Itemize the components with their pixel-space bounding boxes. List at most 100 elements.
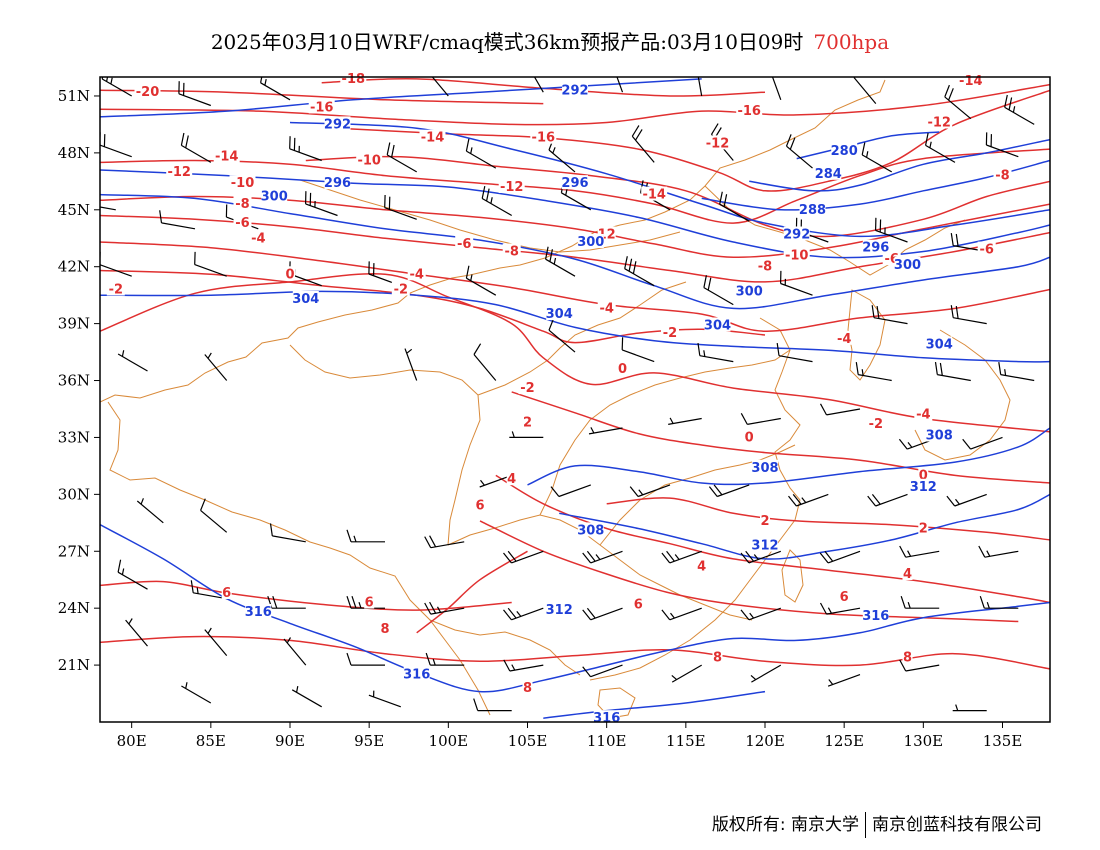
wind-barb <box>621 337 655 363</box>
wind-barb <box>671 664 702 683</box>
map-axes: 80E 85E 90E 95E 100E 105E 110E 115E 120E 125E 130E… <box>58 87 1023 750</box>
height-contour-316-11 <box>543 690 766 719</box>
temperature-label: 0 <box>919 468 928 483</box>
height-label: 316 <box>245 605 272 620</box>
admin-boundaries <box>100 79 1011 719</box>
wind-barb <box>117 350 148 372</box>
temperature-label-bg <box>661 325 679 340</box>
isotherm-0-10 <box>100 273 1050 433</box>
wind-barb <box>424 535 465 549</box>
wind-barb <box>503 607 544 621</box>
height-label-bg <box>292 291 319 305</box>
wind-barb <box>545 246 576 277</box>
wind-barb <box>771 77 782 101</box>
temperature-label-bg <box>213 148 240 163</box>
wind-barb <box>190 580 227 600</box>
height-label-bg <box>815 165 842 180</box>
temperature-label-bg <box>502 243 521 258</box>
temperature-label-bg <box>419 129 446 144</box>
height-label: 304 <box>292 292 319 307</box>
temperature-label: 8 <box>380 622 389 637</box>
temperature-label-bg <box>696 558 707 573</box>
wind-barb <box>776 343 813 363</box>
temperature-label-bg <box>506 471 517 486</box>
height-label-bg <box>862 239 889 254</box>
height-label-bg <box>324 116 351 131</box>
lat-tick-label: 42N <box>58 258 90 276</box>
wind-barb <box>780 270 813 296</box>
contour-labels: -20-18-16-14-16-14-14-12-10-12-12-10-14-… <box>106 70 1012 726</box>
isotherm-2-11 <box>511 391 1050 484</box>
wind-barb <box>180 132 212 163</box>
temperature-label: 8 <box>713 651 722 666</box>
lat-tick-label: 33N <box>58 428 90 446</box>
boundary-taiwan <box>781 549 804 603</box>
temperature-label-bg <box>233 215 252 230</box>
temperature-label: -2 <box>869 417 883 432</box>
temperature-label: -12 <box>927 116 951 131</box>
isotherm-6-15 <box>100 580 512 611</box>
wind-barb <box>979 596 1019 609</box>
copyright-company: 南京创蓝科技有限公司 <box>872 815 1042 835</box>
temperature-label-bg <box>783 247 810 262</box>
wind-barb <box>260 77 291 101</box>
wind-barb <box>425 652 465 666</box>
height-label: 308 <box>577 523 604 538</box>
temperature-label: 2 <box>760 514 769 529</box>
wind-barb <box>200 498 228 533</box>
temperature-label: -2 <box>520 381 534 396</box>
temperature-label: 8 <box>903 651 912 666</box>
temperature-label-bg <box>475 497 485 512</box>
wind-barb <box>289 136 322 162</box>
lon-tick-label: 135E <box>983 732 1023 750</box>
temperature-label-bg <box>597 300 616 315</box>
wind-barb <box>125 618 148 647</box>
wind-barb <box>404 348 418 381</box>
height-label-bg <box>704 317 731 332</box>
temperature-label-bg <box>918 467 929 482</box>
temperature-label-bg <box>977 241 996 256</box>
wind-barb <box>631 125 655 163</box>
lon-tick-label: 120E <box>745 732 785 750</box>
wind-barb <box>181 682 212 704</box>
temperature-label-bg <box>166 163 193 178</box>
title-main: 2025年03月10日WRF/cmaq模式36km预报产品:03月10日09时 <box>210 30 804 54</box>
height-label: 316 <box>403 668 430 683</box>
wind-barb <box>550 484 592 498</box>
lon-tick-label: 95E <box>354 732 384 750</box>
temperature-label: -12 <box>706 136 730 151</box>
wind-barb <box>750 664 782 683</box>
wind-barb <box>861 142 892 173</box>
temperature-label-bg <box>712 649 723 664</box>
lat-tick-label: 45N <box>58 201 90 219</box>
wind-barb <box>473 698 512 712</box>
wind-barb <box>509 431 544 438</box>
height-contour-292-0 <box>100 78 702 118</box>
lon-tick-label: 130E <box>904 732 944 750</box>
wind-barb <box>708 484 750 498</box>
temperature-label-bg <box>835 330 854 345</box>
wind-barb <box>386 142 417 173</box>
temperature-label: 2 <box>523 415 532 430</box>
boundary-east <box>599 444 796 546</box>
height-label: 296 <box>324 176 351 191</box>
boundary-hainan <box>597 687 636 719</box>
temperature-label: 4 <box>903 567 912 582</box>
wind-barb <box>819 550 861 564</box>
wind-barb <box>346 529 385 543</box>
lon-tick-label: 125E <box>824 732 864 750</box>
wind-barb <box>875 217 908 243</box>
temperature-label-bg <box>914 406 933 421</box>
temperature-label: -10 <box>785 248 809 263</box>
temperature-label: 6 <box>222 586 231 601</box>
temperature-label: 8 <box>523 681 532 696</box>
temperature-label: -6 <box>457 237 471 252</box>
wind-barb <box>305 191 338 217</box>
copyright-owner: 版权所有: 南京大学 <box>711 815 859 835</box>
lon-tick-label: 100E <box>429 732 469 750</box>
wind-barb <box>785 134 813 169</box>
wind-barb <box>616 77 624 93</box>
temperature-label: 6 <box>634 597 643 612</box>
wind-barb <box>740 413 781 425</box>
wind-barb <box>384 194 417 220</box>
